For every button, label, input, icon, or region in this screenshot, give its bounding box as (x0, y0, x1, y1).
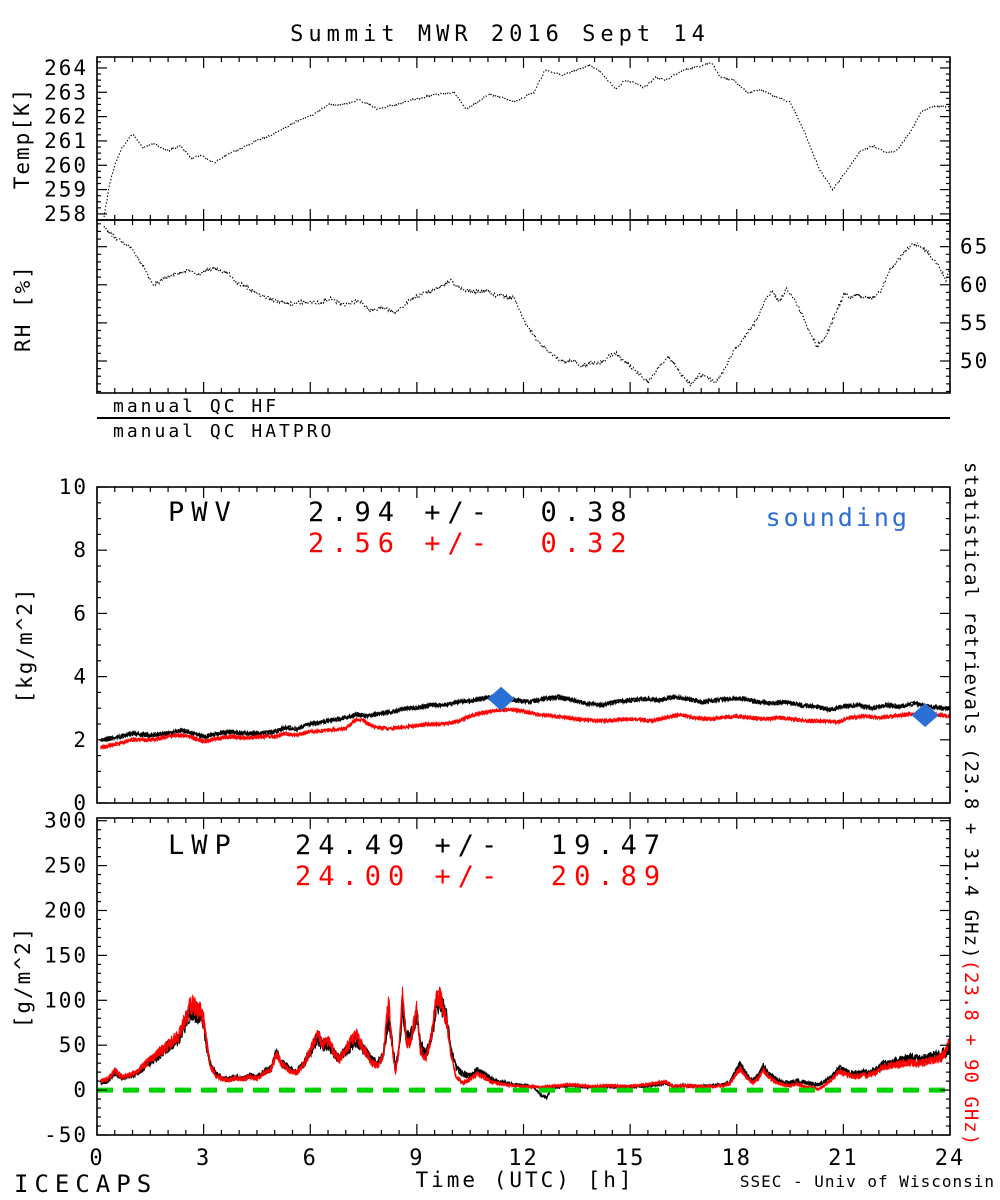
manual-qc-hf-label: manual QC HF (113, 396, 280, 417)
series-pwv-23.8+31.4GHz (100, 693, 950, 742)
temp-y-tick-label: 261 (44, 129, 88, 153)
lwp-y-tick-label: 50 (59, 1033, 88, 1057)
pwv-stat-black: 2.94 +/- 0.38 (308, 497, 634, 528)
series-lwp-23.8+90GHz (100, 986, 950, 1092)
temp-y-tick-label: 264 (44, 56, 88, 80)
pwv-y-tick-label: 2 (73, 728, 88, 752)
lwp-y-tick-label: 100 (44, 988, 88, 1012)
pwv-axis-label: [kg/m^2] (13, 586, 37, 704)
x-tick-label: 15 (615, 1146, 646, 1171)
temp-y-tick-label: 262 (44, 105, 88, 129)
lwp-y-tick-label: 0 (73, 1078, 88, 1102)
series-relative-humidity (103, 225, 951, 388)
pwv-y-tick-label: 8 (73, 538, 88, 562)
lwp-y-tick-label: -50 (44, 1123, 88, 1147)
pwv-y-tick-label: 0 (73, 791, 88, 815)
lwp-y-tick-label: 200 (44, 898, 88, 922)
series-pwv-23.8+90GHz (100, 706, 950, 750)
rh-y-tick-label: 50 (960, 349, 989, 373)
lwp-panel-title: LWP (168, 830, 238, 861)
temp-y-tick-label: 258 (44, 202, 88, 226)
retrieval-channels-red: (23.8 + 90 GHz) (960, 959, 982, 1147)
x-tick-label: 6 (303, 1146, 318, 1171)
retrieval-channels-black: statistical retrievals (23.8 + 31.4 GHz) (960, 462, 982, 960)
lwp-stat-black: 24.49 +/- 19.47 (295, 830, 668, 861)
series-lwp-23.8+31.4GHz (100, 991, 950, 1101)
series-temperature (103, 62, 951, 218)
rh-y-tick-label: 55 (960, 311, 989, 335)
x-tick-label: 18 (722, 1146, 753, 1171)
temp-y-tick-label: 260 (44, 153, 88, 177)
sounding-legend-label: sounding (765, 503, 910, 532)
qc-divider-line (97, 417, 950, 419)
ssec-credit-label: SSEC - Univ of Wisconsin (739, 1172, 995, 1191)
lwp-y-tick-label: 150 (44, 943, 88, 967)
pwv-stat-red: 2.56 +/- 0.32 (308, 528, 634, 559)
x-tick-label: 3 (196, 1146, 211, 1171)
temp-y-tick-label: 263 (44, 80, 88, 104)
lwp-y-tick-label: 300 (44, 809, 88, 833)
pwv-y-tick-label: 10 (59, 475, 88, 499)
x-tick-label: 21 (828, 1146, 859, 1171)
retrieval-channels-note: statistical retrievals (23.8 + 31.4 GHz)… (960, 462, 982, 1182)
pwv-y-tick-label: 4 (73, 665, 88, 689)
series-pwv-23.8+90GHz (100, 707, 950, 750)
pwv-panel-title: PWV (168, 497, 238, 528)
rh-y-tick-label: 65 (960, 235, 989, 259)
page-title: Summit MWR 2016 Sept 14 (290, 22, 710, 47)
lwp-y-tick-label: 250 (44, 854, 88, 878)
sounding-marker (487, 686, 515, 711)
lwp-stat-red: 24.00 +/- 20.89 (295, 861, 668, 892)
rh-y-tick-label: 60 (960, 273, 989, 297)
rh-panel-frame (96, 219, 951, 394)
temp-y-tick-label: 259 (44, 178, 88, 202)
lwp-axis-label: [g/m^2] (11, 925, 35, 1029)
rh-axis-label: RH [%] (11, 264, 35, 352)
temp-axis-label: Temp[K] (10, 86, 34, 190)
temp-panel-frame (96, 56, 951, 221)
x-tick-label: 0 (89, 1146, 104, 1171)
series-lwp-23.8+90GHz (100, 987, 950, 1091)
manual-qc-hatpro-label: manual QC HATPRO (113, 421, 335, 442)
sounding-marker (911, 703, 939, 728)
x-tick-label: 24 (935, 1146, 966, 1171)
icecaps-label: ICECAPS (14, 1170, 158, 1198)
time-axis-label: Time (UTC) [h] (415, 1168, 635, 1192)
pwv-y-tick-label: 6 (73, 601, 88, 625)
series-lwp-23.8+90GHz (100, 986, 950, 1092)
x-tick-label: 9 (409, 1146, 424, 1171)
series-pwv-23.8+90GHz (100, 707, 950, 750)
x-tick-label: 12 (508, 1146, 539, 1171)
